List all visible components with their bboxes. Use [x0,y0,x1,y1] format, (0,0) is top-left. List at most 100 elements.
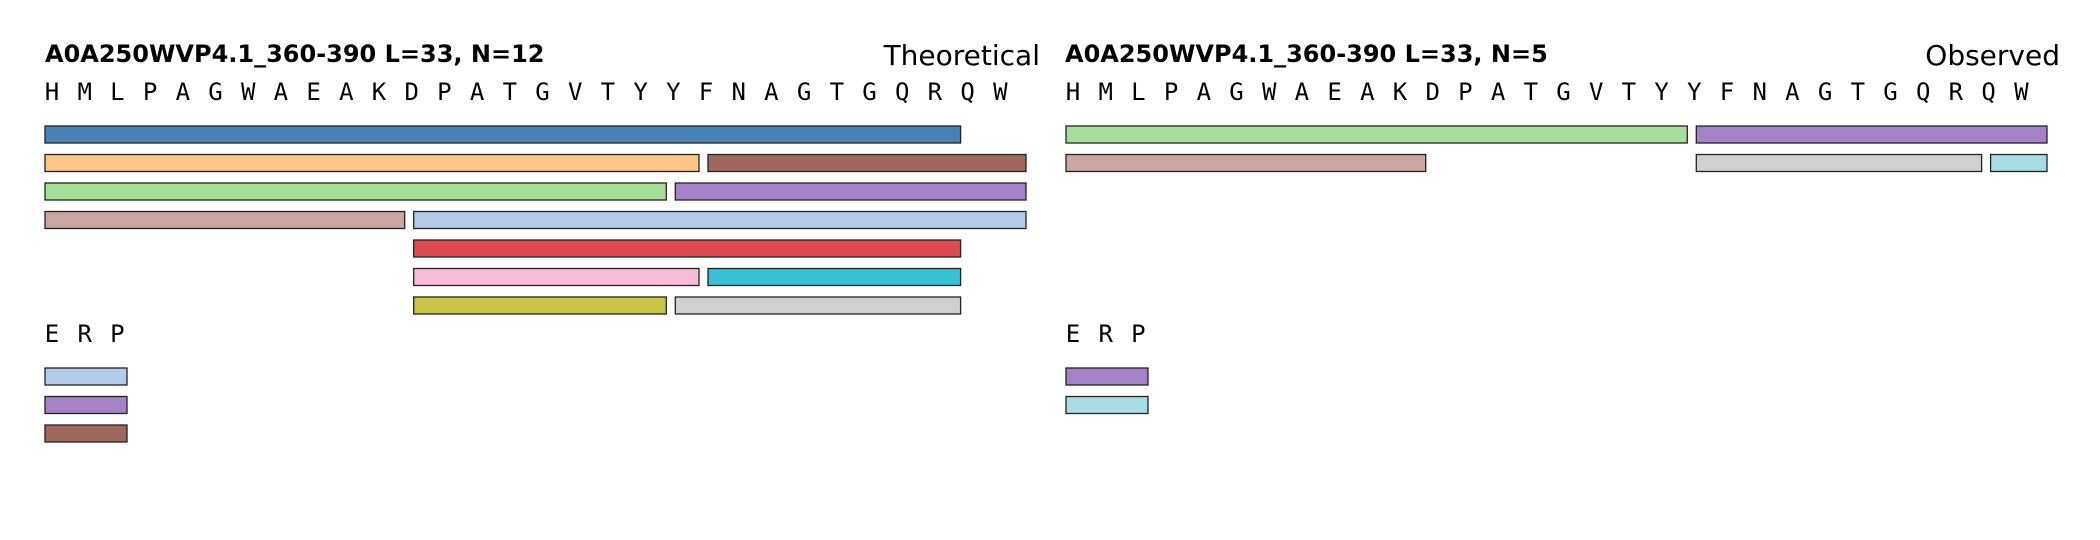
residue-letter: W [1262,78,1277,106]
residue-letter: G [797,78,811,106]
residue-letter: V [568,78,582,106]
residue-letter: W [2014,78,2029,106]
residue-letter: M [77,78,91,106]
residue-letter: T [1851,78,1865,106]
legend-letter: P [110,320,124,348]
residue-letter: A [1197,78,1212,106]
peptide-bar [1065,153,1427,173]
legend-letter: E [1066,320,1080,348]
residue-letter: G [208,78,222,106]
legend-letter: R [77,320,92,348]
residue-letter: A [1785,78,1800,106]
residue-letter: A [1360,78,1375,106]
residue-letter: Y [633,78,648,106]
residue-letter: Q [1916,78,1930,106]
peptide-bar [707,267,962,287]
peptide-bar [413,210,1027,230]
legend-swatch [44,367,128,386]
residue-letter: K [372,78,387,106]
residue-letter: T [1622,78,1636,106]
residue-letter: P [437,78,451,106]
peptide-bar [413,239,962,258]
panel-title: A0A250WVP4.1_360-390 L=33, N=5 [1065,40,1548,68]
residue-letter: D [404,78,418,106]
residue-letter: W [241,78,256,106]
residue-letter: G [1556,78,1570,106]
residue-letter: Y [666,78,681,106]
residue-letter: A [339,78,354,106]
legend-swatch [44,395,128,415]
residue-letter: P [143,78,157,106]
residue-letter: G [862,78,876,106]
legend-letter: P [1131,320,1145,348]
peptide-bars [44,125,1027,315]
residue-letter: D [1425,78,1439,106]
residue-letter: Q [1981,78,1995,106]
peptide-bar [413,296,667,315]
peptide-bar [707,153,1027,173]
peptide-bar [1065,125,1688,144]
residue-letter: P [1164,78,1178,106]
residue-letter: F [1720,78,1734,106]
residue-letter: L [110,78,124,106]
residue-letter: V [1589,78,1603,106]
residue-letter: E [1327,78,1341,106]
legend-letter: R [1098,320,1113,348]
residue-letter: W [993,78,1008,106]
peptide-bar [674,296,962,315]
residue-letter: T [503,78,517,106]
legend-swatch [1065,395,1149,415]
residue-letter: M [1098,78,1112,106]
residue-letter: Q [895,78,909,106]
residue-letter: A [274,78,289,106]
residue-letter: L [1131,78,1145,106]
panel-title: A0A250WVP4.1_360-390 L=33, N=12 [45,40,544,68]
legend-letter: E [45,320,59,348]
residue-letter: R [928,78,943,106]
peptide-bar [44,210,406,230]
panel-label: Observed [1925,39,2060,72]
residue-letter: A [1295,78,1310,106]
peptide-bar [44,182,667,201]
residue-letter: E [306,78,320,106]
residue-letter: Y [1687,78,1702,106]
peptide-bars [1065,125,2048,173]
peptide-bar [44,153,700,173]
legend-swatch [44,424,128,443]
panel-label: Theoretical [883,39,1040,72]
residue-letter: N [731,78,745,106]
residue-letter: G [1818,78,1832,106]
residue-letter: Q [960,78,974,106]
peptide-bar [1989,153,2048,173]
residue-letter: N [1752,78,1766,106]
residue-letter: A [176,78,191,106]
residue-letter: R [1949,78,1964,106]
residue-letter: Y [1654,78,1669,106]
residue-letter: T [601,78,615,106]
residue-letter: A [764,78,779,106]
residue-letter: G [1883,78,1897,106]
peptide-bar [413,267,700,287]
residue-letter: T [830,78,844,106]
residue-letter: K [1393,78,1408,106]
peptide-bar [1695,125,2048,144]
theoretical-panel: A0A250WVP4.1_360-390 L=33, N=12 Theoreti… [44,39,1040,443]
peptide-bar [674,182,1027,201]
peptide-bar [1695,153,1983,173]
residue-letter: G [1229,78,1243,106]
residue-letter: F [699,78,713,106]
residue-letter: T [1524,78,1538,106]
residue-letter: P [1458,78,1472,106]
peptide-bar [44,125,962,144]
legend-swatch [1065,367,1149,386]
observed-panel: A0A250WVP4.1_360-390 L=33, N=5 Observed … [1065,39,2060,415]
residue-letter: A [1491,78,1506,106]
residue-letter: G [535,78,549,106]
residue-letter: H [1066,78,1080,106]
residue-letter: H [45,78,59,106]
